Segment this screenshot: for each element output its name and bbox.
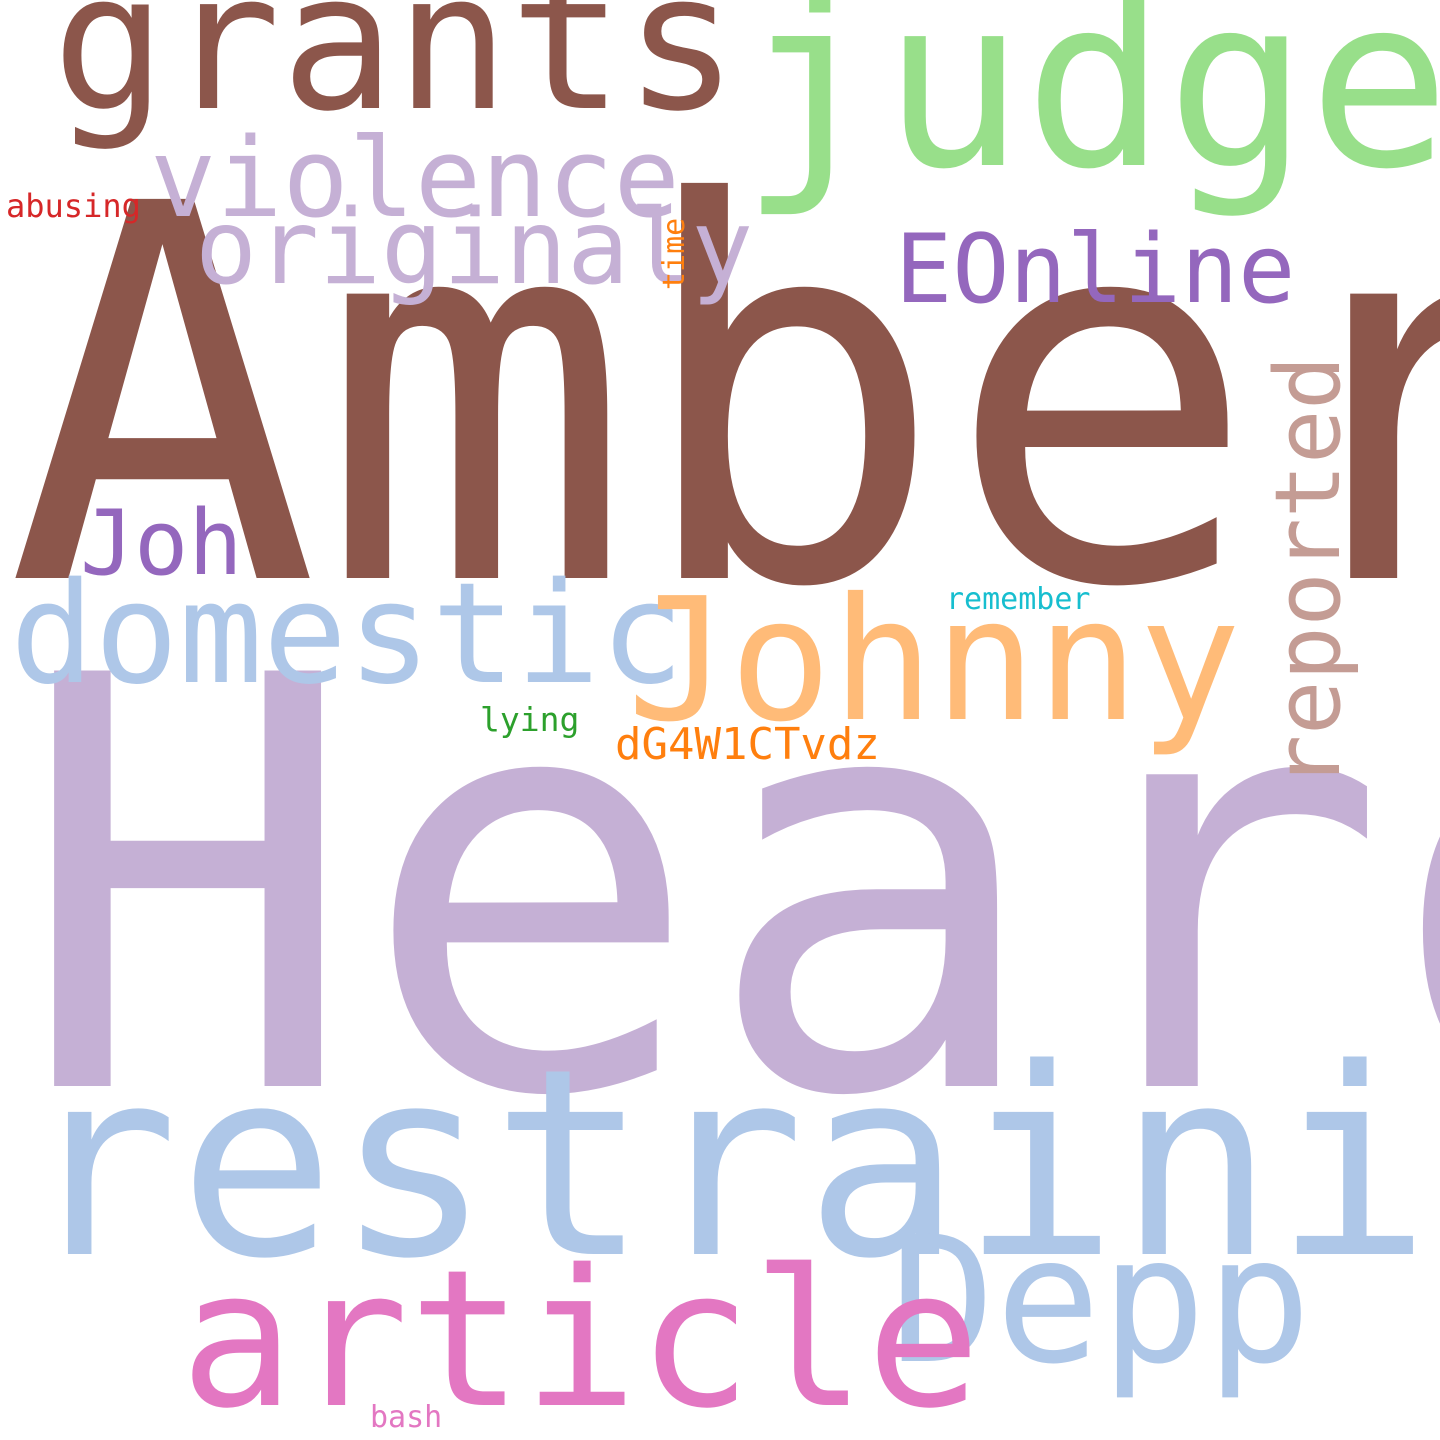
word-amber: Amber: [6, 95, 1440, 701]
word-article: article: [180, 1229, 981, 1440]
word-originaly: originaly: [195, 188, 754, 308]
word-depp: Depp: [890, 1200, 1312, 1403]
word-domestic: domestic: [10, 553, 685, 716]
word-judge: judge: [740, 0, 1440, 221]
word-remember: remember: [946, 582, 1091, 617]
word-bash: bash: [370, 1400, 443, 1435]
word-joh: Joh: [80, 491, 243, 596]
word-lying: lying: [480, 700, 580, 739]
word-dg4w1ctvdz: dG4W1CTvdz: [615, 719, 880, 770]
word-grants: grants: [52, 0, 739, 153]
word-restraining: restraining: [22, 1014, 1440, 1316]
word-eonline: EOnline: [895, 215, 1296, 325]
word-time: time: [657, 217, 692, 290]
word-johnny: Johnny: [627, 562, 1242, 760]
word-abusing: abusing: [6, 187, 141, 225]
word-reported: reported: [1256, 355, 1361, 789]
word-violence: violence: [150, 114, 680, 242]
